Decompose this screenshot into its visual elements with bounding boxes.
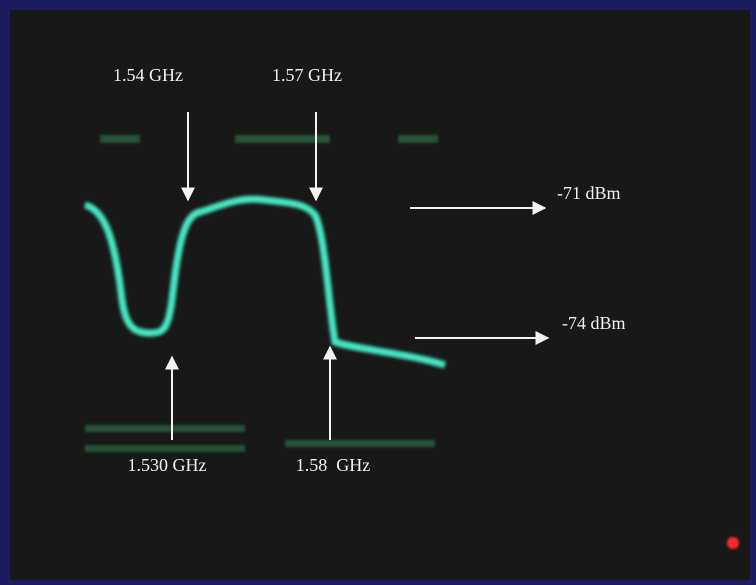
screenshot: 1.54 GHz 1.57 GHz -71 dBm -74 dBm 1.530 … (0, 0, 756, 585)
label: 1.54 GHz (113, 65, 183, 85)
label: 1.57 GHz (272, 65, 342, 85)
label: 1.58 GHz (296, 455, 371, 475)
label: -71 dBm (557, 183, 621, 203)
label: -74 dBm (562, 313, 626, 333)
label: 1.530 GHz (128, 455, 207, 475)
indicator-dot (727, 537, 739, 549)
